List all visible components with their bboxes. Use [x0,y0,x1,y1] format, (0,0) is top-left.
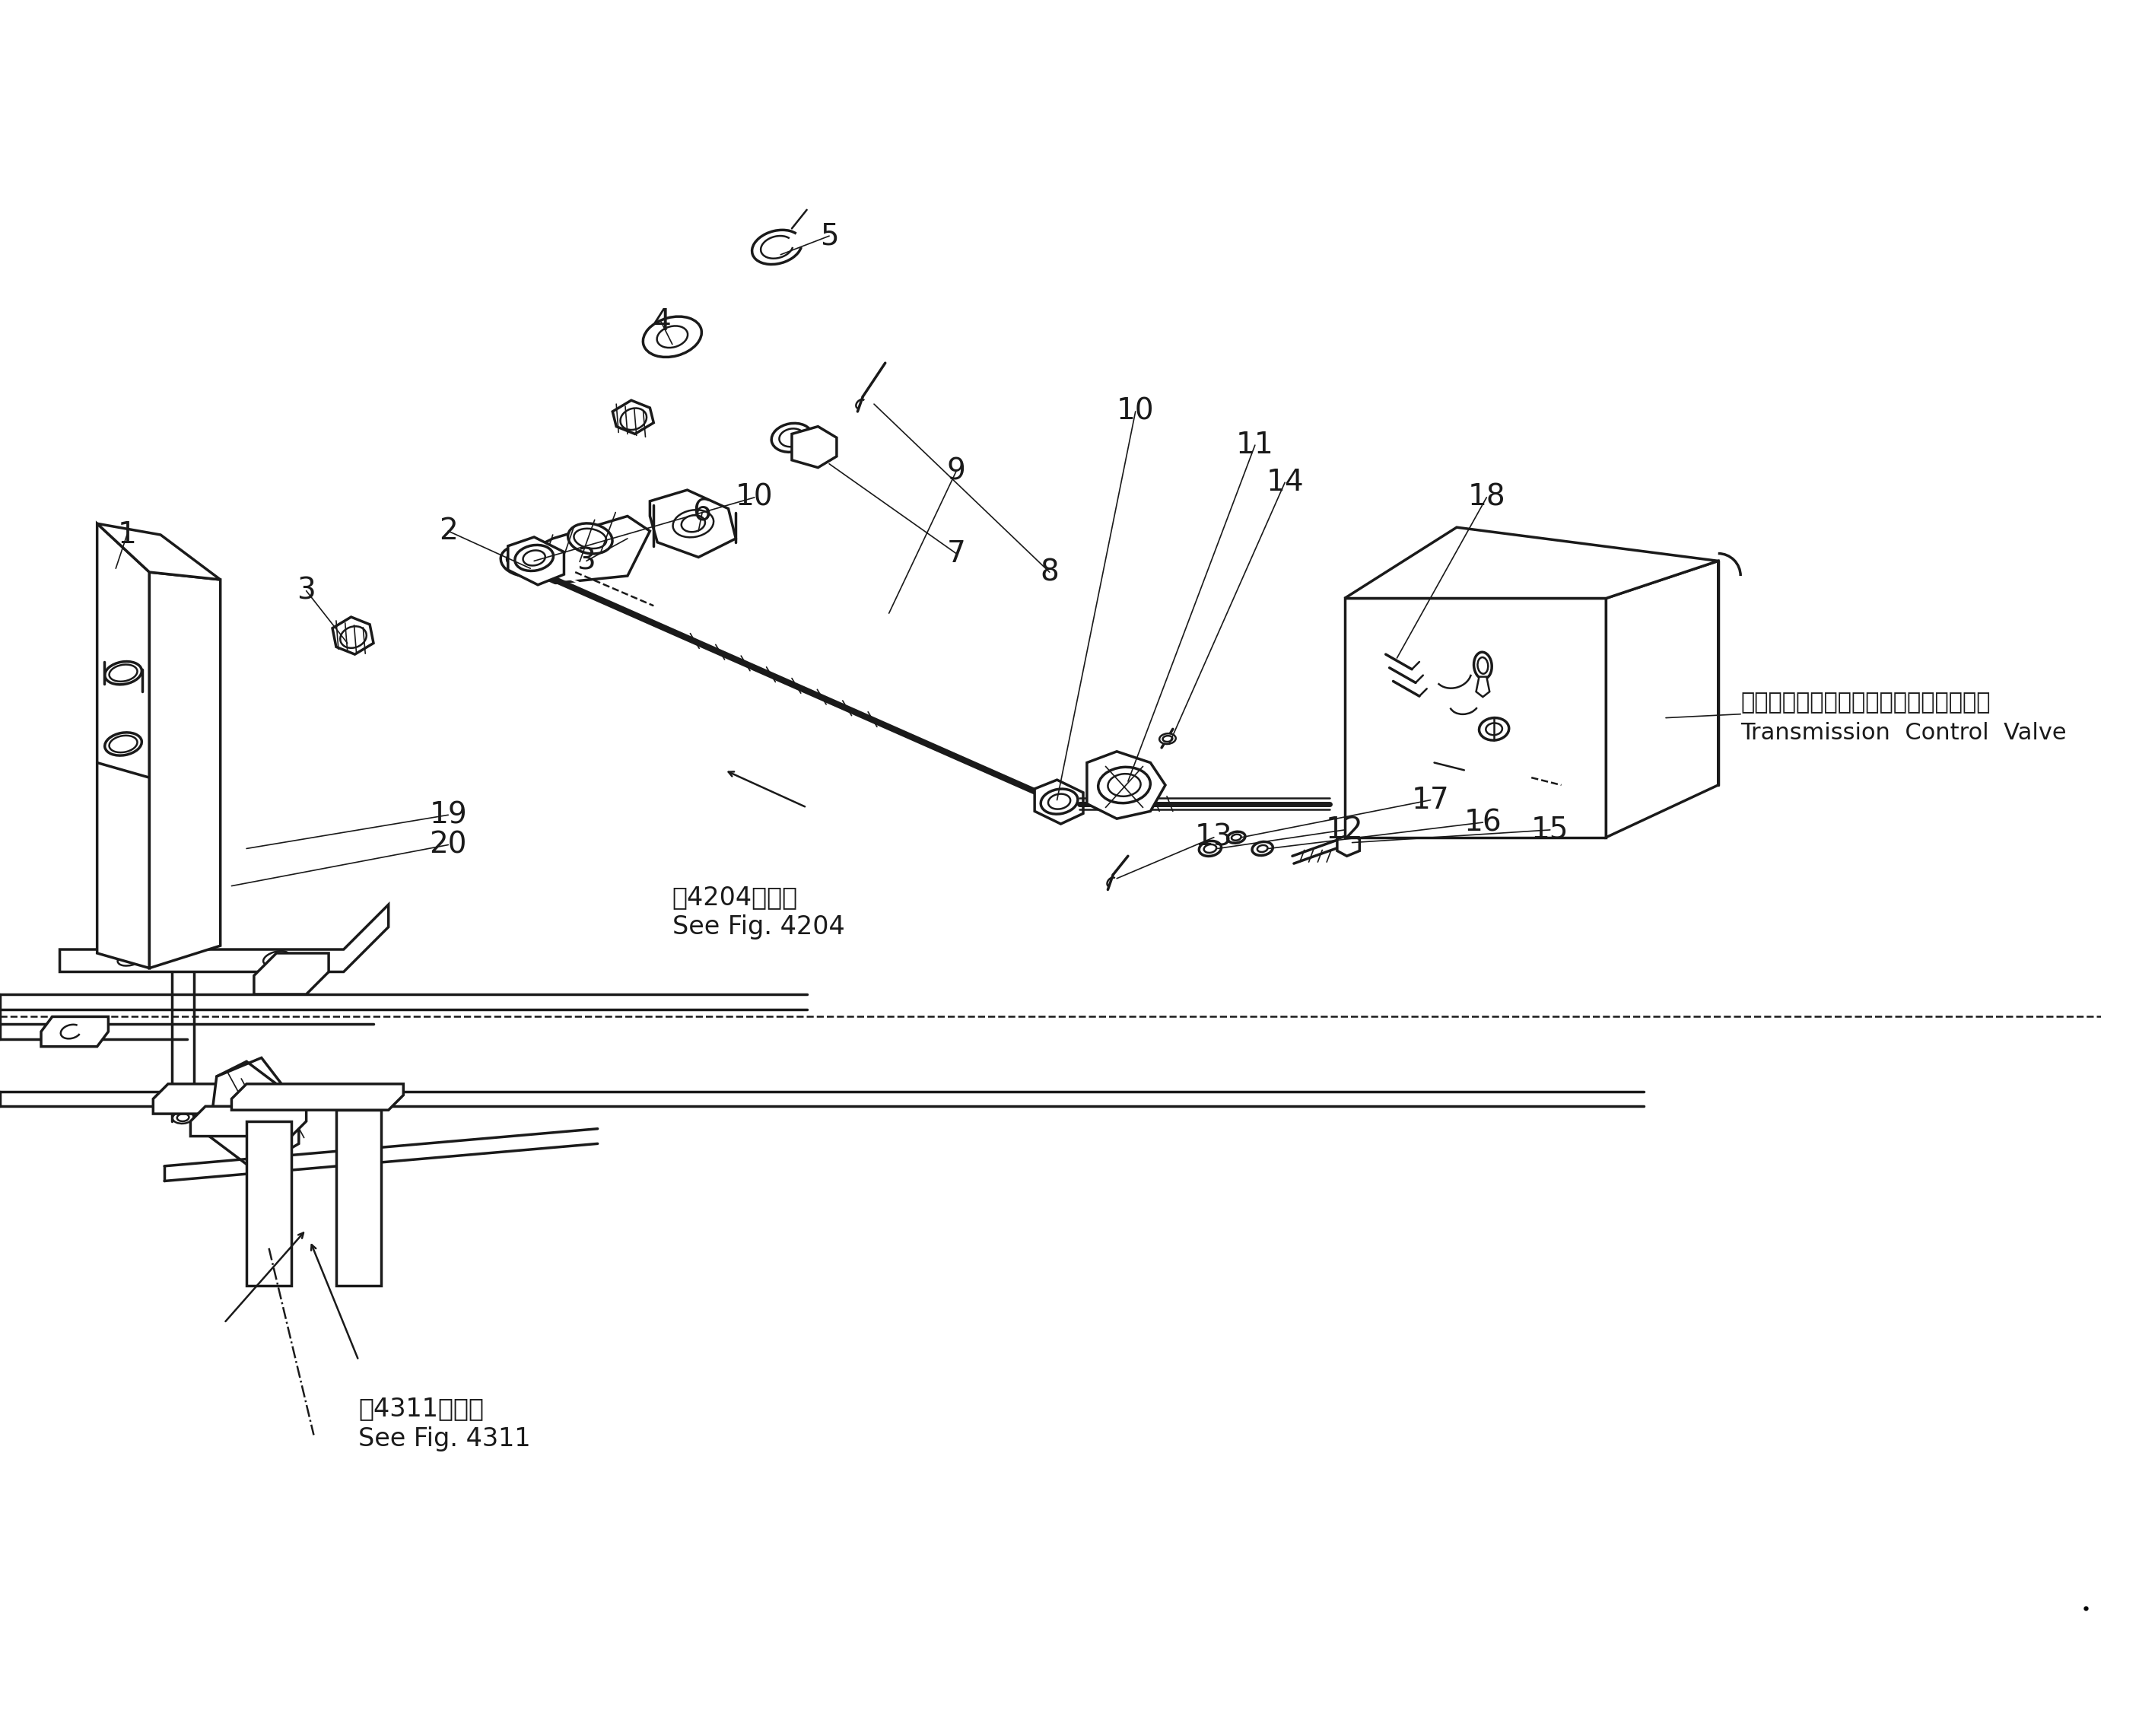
Polygon shape [255,953,329,995]
Polygon shape [1035,779,1082,825]
Text: 11: 11 [1236,431,1275,460]
Polygon shape [522,516,650,583]
Text: 5: 5 [819,222,838,250]
Ellipse shape [1204,844,1217,852]
Polygon shape [1606,561,1718,837]
Ellipse shape [1097,767,1151,804]
Ellipse shape [105,733,141,755]
Text: 10: 10 [736,483,774,512]
Ellipse shape [178,1115,188,1121]
Text: 10: 10 [1117,398,1155,425]
Polygon shape [1087,752,1166,819]
Text: 12: 12 [1326,816,1363,844]
Ellipse shape [173,1111,193,1123]
Polygon shape [150,573,220,969]
Polygon shape [154,1083,229,1115]
Text: 19: 19 [430,800,466,830]
Text: 3: 3 [297,576,317,606]
Text: 13: 13 [1196,823,1232,852]
Polygon shape [60,904,389,972]
Ellipse shape [515,545,554,571]
Polygon shape [1345,599,1606,837]
Text: 1: 1 [118,521,137,549]
Text: 14: 14 [1266,469,1305,496]
Ellipse shape [1474,653,1491,679]
Polygon shape [1337,835,1360,856]
Ellipse shape [620,408,646,431]
Ellipse shape [1048,793,1070,809]
Polygon shape [507,536,565,585]
Polygon shape [190,1106,306,1135]
Ellipse shape [1042,788,1078,814]
Ellipse shape [779,429,804,446]
Ellipse shape [674,510,714,538]
Ellipse shape [1258,845,1268,852]
Text: 笥4311図参照: 笥4311図参照 [359,1396,483,1422]
Text: 9: 9 [948,457,965,486]
Ellipse shape [507,550,539,571]
Text: 4: 4 [652,307,670,337]
Ellipse shape [1487,724,1502,734]
Ellipse shape [1164,736,1172,741]
Polygon shape [210,1057,299,1170]
Polygon shape [96,524,220,580]
Ellipse shape [340,627,366,648]
Text: 笥4204図参照: 笥4204図参照 [672,885,798,910]
Polygon shape [231,1083,404,1109]
Ellipse shape [682,516,706,531]
Polygon shape [332,616,374,654]
Ellipse shape [657,326,689,347]
Polygon shape [1345,528,1718,599]
Text: See Fig. 4204: See Fig. 4204 [672,915,845,939]
Text: 6: 6 [693,498,712,526]
Text: 8: 8 [1040,557,1059,587]
Ellipse shape [524,550,545,566]
Text: Transmission  Control  Valve: Transmission Control Valve [1741,722,2066,743]
Polygon shape [650,490,736,557]
Ellipse shape [105,661,141,684]
Ellipse shape [118,951,143,965]
Polygon shape [1476,677,1489,696]
Text: 2: 2 [438,517,458,545]
Ellipse shape [644,316,702,358]
Ellipse shape [569,523,612,554]
Ellipse shape [573,528,607,549]
Text: トランスミッションコントロールバルブ: トランスミッションコントロールバルブ [1741,693,1991,713]
Ellipse shape [263,951,289,965]
Text: 20: 20 [430,830,466,859]
Polygon shape [96,524,150,969]
Ellipse shape [109,736,137,752]
Ellipse shape [1232,835,1241,840]
Text: 18: 18 [1467,483,1506,512]
Polygon shape [41,1017,109,1047]
Text: 3: 3 [578,547,597,575]
Ellipse shape [1251,842,1273,856]
Ellipse shape [1228,832,1245,844]
Ellipse shape [1200,840,1221,856]
Polygon shape [336,1109,381,1286]
Text: 17: 17 [1412,786,1450,814]
Ellipse shape [1108,774,1140,797]
Ellipse shape [501,545,545,576]
Polygon shape [246,1121,291,1286]
Text: 16: 16 [1463,807,1502,837]
Ellipse shape [109,665,137,682]
Text: 7: 7 [948,538,965,568]
Text: 15: 15 [1532,816,1568,844]
Ellipse shape [1480,717,1508,740]
Ellipse shape [772,424,813,451]
Ellipse shape [1478,658,1489,674]
Ellipse shape [1159,734,1176,745]
Polygon shape [791,427,836,467]
Text: See Fig. 4311: See Fig. 4311 [359,1427,530,1451]
Polygon shape [612,401,655,434]
